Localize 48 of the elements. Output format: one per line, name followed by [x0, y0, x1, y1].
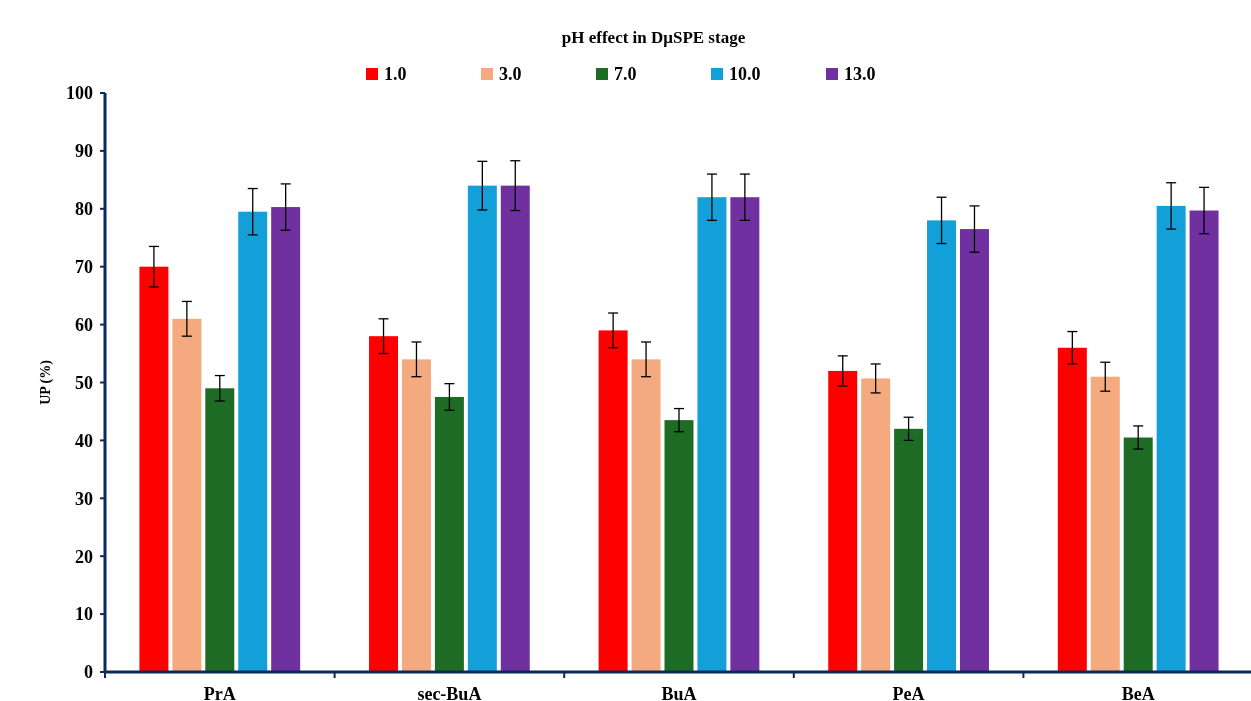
- y-tick-label: 50: [75, 372, 93, 393]
- bar: [1090, 376, 1120, 672]
- bar: [927, 220, 957, 672]
- bar: [139, 266, 169, 672]
- bar: [205, 388, 235, 672]
- y-axis-title: UP (%): [38, 359, 54, 405]
- bar: [434, 396, 464, 672]
- bar: [238, 211, 268, 672]
- bar: [631, 359, 661, 672]
- y-tick-label: 90: [75, 141, 93, 162]
- y-tick-label: 40: [75, 430, 93, 451]
- x-tick-label: BeA: [1121, 684, 1155, 701]
- bar: [500, 185, 530, 672]
- bar: [861, 378, 891, 672]
- bar: [598, 330, 628, 672]
- bar: [401, 359, 431, 672]
- bar: [271, 207, 301, 672]
- x-tick-label: PeA: [892, 684, 925, 701]
- x-tick-label: sec-BuA: [417, 684, 482, 701]
- legend-label: 13.0: [844, 64, 876, 84]
- bar: [959, 229, 989, 672]
- y-tick-label: 60: [75, 314, 93, 335]
- y-tick-label: 10: [75, 604, 93, 625]
- bar: [697, 197, 727, 672]
- bar: [467, 185, 497, 672]
- legend-label: 7.0: [614, 64, 637, 84]
- x-tick-label: PrA: [203, 684, 236, 701]
- chart-title: pH effect in DμSPE stage: [561, 28, 746, 47]
- y-tick-label: 0: [84, 662, 93, 683]
- y-tick-label: 20: [75, 546, 93, 567]
- bar: [1156, 205, 1186, 672]
- bar: [1123, 437, 1153, 672]
- bar: [828, 370, 858, 672]
- bar: [664, 420, 694, 672]
- bar: [730, 197, 760, 672]
- legend-label: 10.0: [729, 64, 761, 84]
- bar: [369, 336, 399, 672]
- legend-label: 1.0: [384, 64, 407, 84]
- y-tick-label: 30: [75, 488, 93, 509]
- bar: [172, 318, 202, 672]
- y-tick-label: 80: [75, 199, 93, 220]
- y-tick-label: 100: [66, 83, 93, 104]
- y-tick-label: 70: [75, 257, 93, 277]
- legend-label: 3.0: [499, 64, 522, 84]
- bar: [894, 428, 924, 672]
- bar: [1189, 210, 1219, 672]
- bar: [1057, 347, 1087, 672]
- x-tick-label: BuA: [661, 684, 697, 701]
